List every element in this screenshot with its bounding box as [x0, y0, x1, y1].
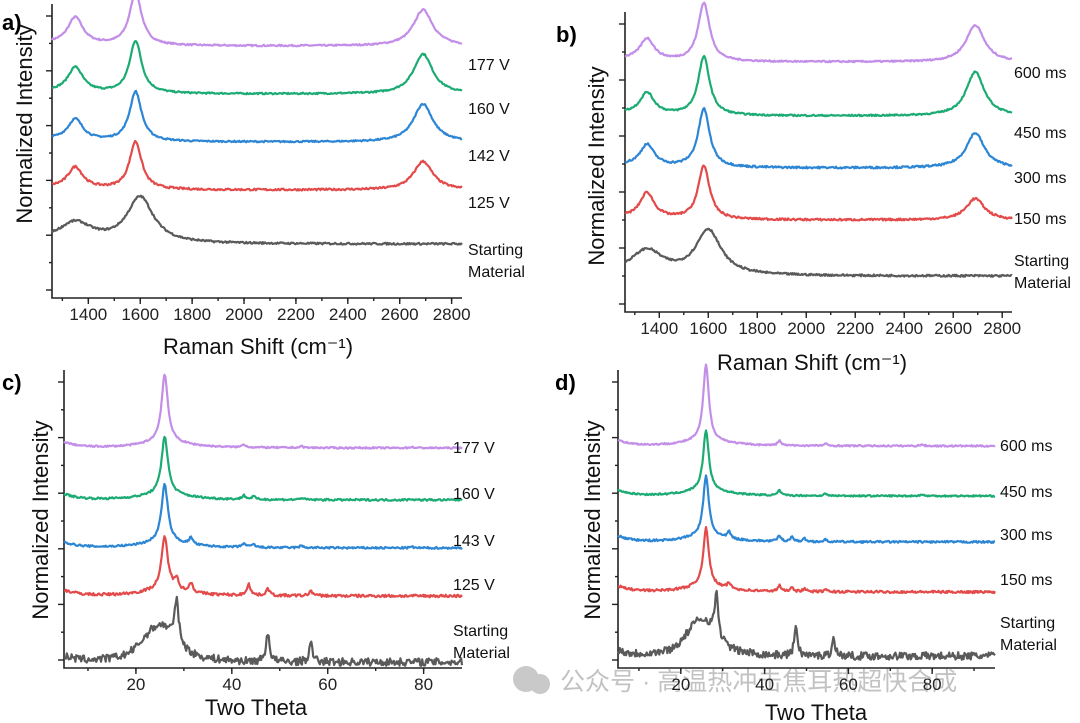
series-label: Starting	[468, 242, 523, 259]
x-tick-label: 80	[414, 675, 433, 694]
series-line-177-v	[51, 0, 463, 48]
series-line-160-v	[63, 435, 463, 502]
series-line-450-ms	[624, 54, 1013, 118]
series-label: Starting	[453, 623, 508, 640]
series-label: 600 ms	[1000, 438, 1052, 455]
series-label: 150 ms	[1014, 211, 1066, 228]
x-tick-label: 20	[671, 675, 690, 694]
x-tick-label: 80	[923, 675, 942, 694]
panel-label-a: a)	[2, 10, 22, 35]
series-line-125-v	[63, 535, 463, 599]
series-label: 300 ms	[1000, 527, 1052, 544]
series-label: Starting	[1000, 615, 1055, 632]
series-label: 160 V	[453, 486, 495, 503]
x-tick-label: 2000	[787, 319, 825, 338]
series-line-160-v	[51, 40, 463, 96]
series-label: Material	[453, 645, 510, 662]
y-axis-label-b: Normalized Intensity	[584, 66, 609, 265]
x-tick-label: 2200	[277, 305, 315, 324]
x-axis-label-c: Two Theta	[205, 695, 308, 720]
series-label: 142 V	[468, 148, 510, 165]
y-axis-label-d: Normalized Intensity	[580, 420, 605, 619]
series-line-143-v	[63, 482, 463, 550]
series-line-starting-material	[624, 227, 1013, 278]
series-line-450-ms	[617, 429, 996, 498]
series-label: Material	[468, 264, 525, 281]
series-label: 160 V	[468, 101, 510, 118]
x-axis-label-b: Raman Shift (cm⁻¹)	[717, 350, 907, 375]
axis-frame	[624, 12, 1012, 313]
series-line-142-v	[51, 89, 463, 144]
x-tick-label: 2400	[329, 305, 367, 324]
wechat-icon-secondary	[530, 674, 550, 694]
series-line-125-v	[51, 139, 463, 192]
x-tick-label: 1600	[121, 305, 159, 324]
series-label: 450 ms	[1014, 125, 1066, 142]
x-tick-label: 2600	[934, 319, 972, 338]
x-tick-label: 1800	[738, 319, 776, 338]
series-label: Material	[1014, 275, 1071, 292]
series-label: Material	[1000, 637, 1057, 654]
axis-frame	[617, 370, 995, 669]
series-line-150-ms	[617, 525, 996, 595]
series-label: 300 ms	[1014, 170, 1066, 187]
x-tick-label: 40	[222, 675, 241, 694]
series-line-600-ms	[624, 1, 1013, 64]
axis-frame	[51, 4, 462, 299]
x-tick-label: 60	[839, 675, 858, 694]
series-line-177-v	[63, 373, 463, 450]
panel-label-c: c)	[2, 370, 22, 395]
axis-frame	[63, 370, 462, 669]
chart-panel-a: 1400 1600 1800 2000 2200 2400 2600 2800 177 V 160…	[46, 0, 525, 324]
series-line-starting-material	[617, 589, 996, 661]
panel-label-d: d)	[555, 370, 576, 395]
chart-panel-d: 20 40 60 80 600 ms 450 ms 300 ms 150 ms Starting…	[612, 363, 1057, 694]
series-line-starting-material	[63, 595, 464, 667]
x-tick-label: 2200	[836, 319, 874, 338]
x-tick-label: 2400	[885, 319, 923, 338]
chart-panel-c: 20 40 60 80 177 V 160 V 143 V 125 V Starting Mate…	[58, 370, 510, 694]
series-label: 600 ms	[1014, 65, 1066, 82]
series-label: 125 V	[453, 577, 495, 594]
series-line-300-ms	[617, 474, 996, 545]
x-tick-label: 1800	[173, 305, 211, 324]
chart-panel-b: 1400 1600 1800 2000 2200 2400 2600 2800 600 ms 45…	[619, 1, 1071, 338]
x-tick-label: 1600	[689, 319, 727, 338]
series-line-starting-material	[51, 194, 463, 246]
panel-label-b: b)	[556, 22, 577, 47]
x-axis-label-a: Raman Shift (cm⁻¹)	[163, 334, 353, 359]
x-tick-label: 2800	[983, 319, 1021, 338]
series-label: Starting	[1014, 253, 1069, 270]
series-line-150-ms	[624, 164, 1013, 222]
series-label: 143 V	[453, 533, 495, 550]
x-tick-label: 2000	[225, 305, 263, 324]
series-line-300-ms	[624, 106, 1013, 170]
series-label: 125 V	[468, 195, 510, 212]
x-tick-label: 1400	[640, 319, 678, 338]
y-axis-label-c: Normalized Intensity	[28, 420, 53, 619]
watermark: 公众号 · 高温热冲击焦耳热超快合成	[513, 666, 957, 696]
x-tick-label: 60	[318, 675, 337, 694]
series-label: 150 ms	[1000, 572, 1052, 589]
watermark-text: 公众号 · 高温热冲击焦耳热超快合成	[560, 668, 957, 696]
x-tick-label: 1400	[69, 305, 107, 324]
series-label: 177 V	[453, 440, 495, 457]
x-axis-label-d: Two Theta	[765, 700, 868, 723]
y-axis-label-a: Normalized Intensity	[12, 24, 37, 223]
series-line-600-ms	[617, 363, 996, 448]
series-label: 450 ms	[1000, 484, 1052, 501]
x-tick-label: 40	[755, 675, 774, 694]
x-tick-label: 2800	[433, 305, 471, 324]
series-label: 177 V	[468, 57, 510, 74]
x-tick-label: 20	[126, 675, 145, 694]
x-tick-label: 2600	[381, 305, 419, 324]
